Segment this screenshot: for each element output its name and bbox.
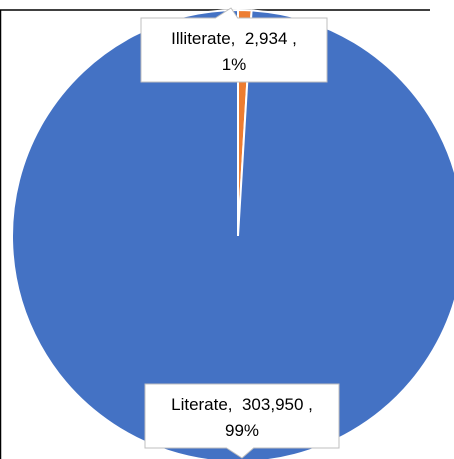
data-labels: Illiterate, 2,934 , 1% Literate, 303,950 ,… bbox=[140, 7, 340, 459]
pie-slice-literate bbox=[11, 8, 454, 459]
data-label-literate: Literate, 303,950 , 99% bbox=[144, 383, 340, 459]
data-label-percent: 99% bbox=[225, 421, 259, 440]
data-label-percent: 1% bbox=[222, 55, 247, 74]
callout-box bbox=[144, 383, 340, 459]
pie-slices bbox=[11, 8, 454, 459]
callout-box bbox=[140, 7, 328, 83]
data-label-illiterate: Illiterate, 2,934 , 1% bbox=[140, 7, 328, 83]
data-label-category-value: Literate, 303,950 , bbox=[171, 395, 313, 414]
data-label-category-value: Illiterate, 2,934 , bbox=[171, 29, 297, 48]
